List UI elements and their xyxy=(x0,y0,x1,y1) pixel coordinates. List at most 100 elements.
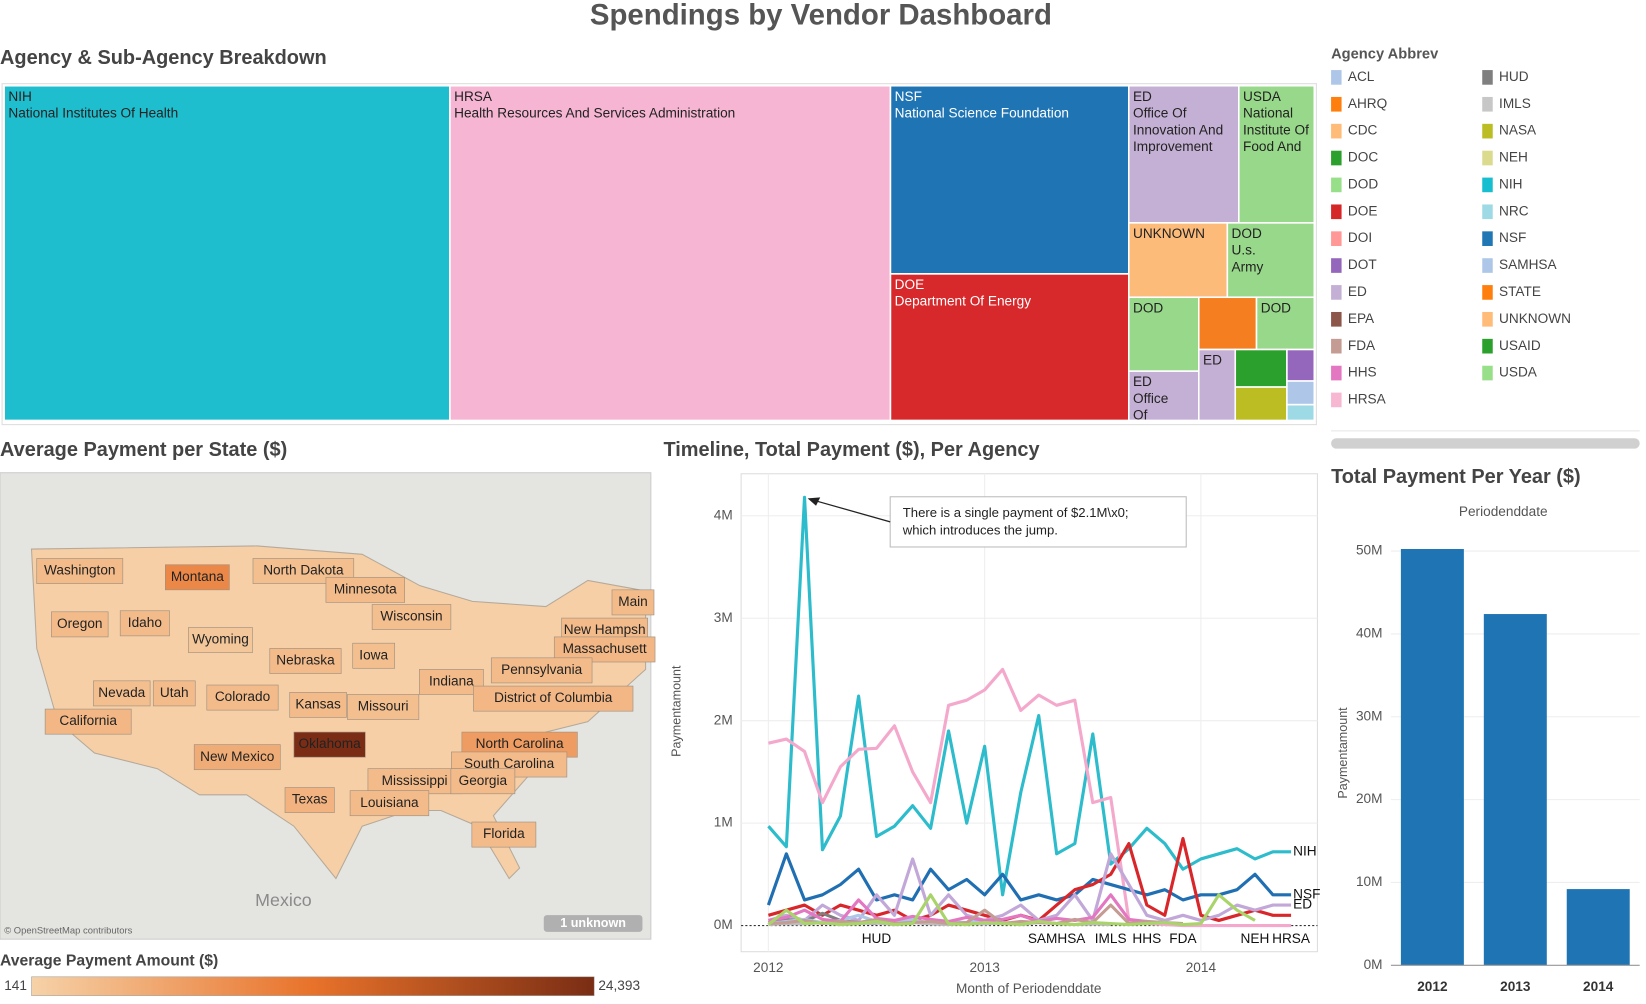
state-region xyxy=(188,627,253,653)
treemap-label: U.s. xyxy=(1232,243,1256,258)
y-tick-label: 2M xyxy=(714,712,733,727)
series-end-label: HUD xyxy=(862,931,892,946)
series-end-label: FDA xyxy=(1169,931,1197,946)
treemap-label: Army xyxy=(1232,259,1264,274)
bar xyxy=(1483,614,1547,966)
x-tick-label: 2012 xyxy=(1417,979,1448,994)
x-tick-label: 2012 xyxy=(753,960,783,975)
state-region xyxy=(347,694,420,720)
state-region xyxy=(371,604,452,630)
state-region xyxy=(325,576,405,603)
legend-swatch xyxy=(1331,365,1342,381)
y-tick-label: 40M xyxy=(1356,626,1383,641)
legend-title: Agency Abbrev xyxy=(1331,46,1439,62)
state-region xyxy=(44,708,132,735)
treemap-cell xyxy=(1127,370,1200,422)
legend-label: NSF xyxy=(1499,230,1526,245)
state-region xyxy=(269,648,342,674)
unknown-label[interactable]: 1 unknown xyxy=(560,916,626,930)
legend-swatch xyxy=(1482,285,1493,300)
legend-label: UNKNOWN xyxy=(1499,311,1571,326)
treemap-cell xyxy=(1234,386,1288,422)
treemap-cell xyxy=(1127,296,1200,372)
bar-title: Total Payment Per Year ($) xyxy=(1331,466,1581,488)
state-label: Minnesota xyxy=(334,581,397,596)
treemap-label: HRSA xyxy=(454,89,493,104)
state-region xyxy=(119,610,170,637)
y-tick-label: 50M xyxy=(1356,543,1383,558)
annotation-arrow xyxy=(810,498,891,523)
treemap-label: National xyxy=(1243,106,1293,121)
legend-swatch xyxy=(1331,338,1342,354)
y-tick-label: 30M xyxy=(1356,708,1383,723)
state-region xyxy=(165,564,230,591)
legend-label: IMLS xyxy=(1499,96,1531,111)
annotation-box xyxy=(889,496,1187,548)
legend-label: USDA xyxy=(1499,365,1538,380)
treemap-label: ED xyxy=(1133,89,1152,104)
legend-label: DOC xyxy=(1348,150,1378,165)
treemap-cell xyxy=(3,84,451,422)
state-label: Missouri xyxy=(358,699,409,714)
state-label: Washington xyxy=(44,563,116,578)
y-tick-label: 0M xyxy=(714,917,733,932)
treemap-cell xyxy=(1286,348,1316,382)
legend-label: EPA xyxy=(1348,311,1375,326)
scrollbar[interactable] xyxy=(1331,438,1640,449)
legend-swatch xyxy=(1482,204,1493,220)
series-end-label: NIH xyxy=(1293,843,1316,858)
treemap-cell xyxy=(1286,380,1316,406)
treemap-label: DOD xyxy=(1133,300,1163,315)
legend-swatch xyxy=(1331,70,1342,85)
state-label: North Dakota xyxy=(263,563,344,578)
treemap-label: ED xyxy=(1133,374,1152,389)
unknown-badge[interactable] xyxy=(543,915,643,932)
treemap-label: DOD xyxy=(1261,300,1291,315)
annotation-arrowhead xyxy=(807,497,821,506)
treemap-label: Innovation And xyxy=(1133,122,1223,137)
series-end-label: NEH xyxy=(1241,931,1270,946)
treemap-label: USDA xyxy=(1243,89,1282,104)
state-label: South Carolina xyxy=(464,756,555,771)
state-label: Florida xyxy=(483,826,525,841)
state-label: Indiana xyxy=(429,673,474,688)
treemap-label: ED xyxy=(1203,353,1222,368)
state-label: Oregon xyxy=(57,616,102,631)
legend-label: HUD xyxy=(1499,69,1529,84)
treemap-cell xyxy=(1255,296,1316,351)
x-tick-label: 2013 xyxy=(1500,979,1531,994)
legend-swatch xyxy=(1482,96,1493,112)
x-tick-label: 2014 xyxy=(1186,960,1217,975)
series-line xyxy=(768,893,1148,924)
legend-swatch xyxy=(1331,177,1342,193)
legend-label: FDA xyxy=(1348,338,1376,353)
legend-swatch xyxy=(1482,338,1493,354)
state-region xyxy=(367,768,462,795)
treemap-cell xyxy=(1238,84,1316,224)
legend-swatch xyxy=(1482,123,1493,139)
state-region xyxy=(352,642,396,669)
state-label: Georgia xyxy=(459,773,508,788)
map-legend-title: Average Payment Amount ($) xyxy=(0,952,218,969)
y-tick-label: 10M xyxy=(1356,874,1383,889)
legend-swatch xyxy=(1331,231,1342,246)
legend-label: ED xyxy=(1348,284,1367,299)
state-label: Texas xyxy=(292,792,328,807)
y-tick-label: 1M xyxy=(714,815,733,830)
state-label: California xyxy=(59,713,117,728)
series-end-label: NSF xyxy=(1293,886,1320,901)
treemap-label: NIH xyxy=(8,89,31,104)
state-label: Iowa xyxy=(359,647,388,662)
y-tick-label: 0M xyxy=(1364,957,1383,972)
legend-label: NASA xyxy=(1499,123,1537,138)
basemap-label: Mexico xyxy=(255,890,312,910)
legend-swatch xyxy=(1331,150,1342,166)
state-region xyxy=(490,657,593,684)
state-region xyxy=(419,669,484,695)
legend-swatch xyxy=(1482,231,1493,246)
treemap-cell xyxy=(449,84,892,422)
series-end-label: HHS xyxy=(1132,931,1161,946)
series-line xyxy=(767,495,1292,897)
state-region xyxy=(471,821,537,848)
